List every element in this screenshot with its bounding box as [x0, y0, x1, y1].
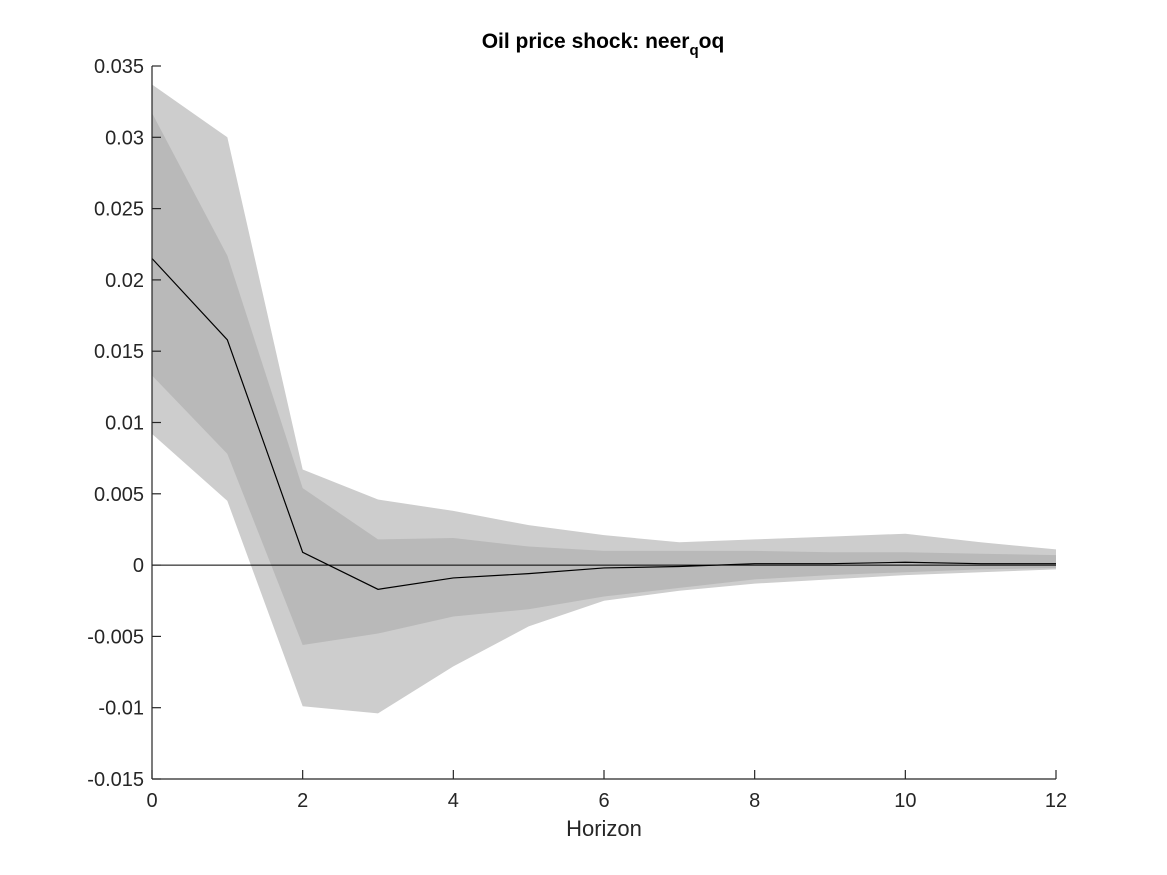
response-line-1 — [151, 258, 1056, 590]
confidence-band-1 — [152, 84, 1056, 714]
y-tick-label: 0 — [133, 555, 144, 577]
y-tick-label: 0.01 — [105, 413, 144, 435]
y-tick-label: 0.035 — [94, 56, 144, 78]
x-tick-label: 2 — [297, 790, 308, 812]
chart-title: Oil price shock: neerqoq — [482, 30, 725, 59]
series-lines — [151, 258, 1056, 590]
chart-title-suffix: oq — [699, 30, 725, 53]
x-tick-label: 8 — [749, 790, 760, 812]
y-tick-label: -0.015 — [87, 769, 144, 791]
y-tick-label: 0.015 — [94, 341, 144, 363]
axes: 0 2 4 6 8 10 12 -0.015 -0.01 -0.005 0 0.005 0.01 0.01… — [87, 56, 1067, 812]
confidence-bands — [152, 84, 1056, 714]
x-tick-label: 12 — [1045, 790, 1067, 812]
y-tick-label: -0.005 — [87, 626, 144, 648]
y-tick-label: 0.02 — [105, 270, 144, 292]
x-tick-label: 0 — [146, 790, 157, 812]
x-axis-label: Horizon — [566, 816, 642, 841]
chart-title-subscript: q — [689, 42, 698, 59]
y-tick-label: -0.01 — [98, 698, 144, 720]
y-tick-label: 0.03 — [105, 127, 144, 149]
x-tick-label: 10 — [894, 790, 916, 812]
chart-title-main: Oil price shock: neer — [482, 30, 690, 53]
y-tick-label: 0.005 — [94, 484, 144, 506]
y-tick-label: 0.025 — [94, 199, 144, 221]
x-tick-label: 6 — [598, 790, 609, 812]
x-tick-label: 4 — [448, 790, 459, 812]
